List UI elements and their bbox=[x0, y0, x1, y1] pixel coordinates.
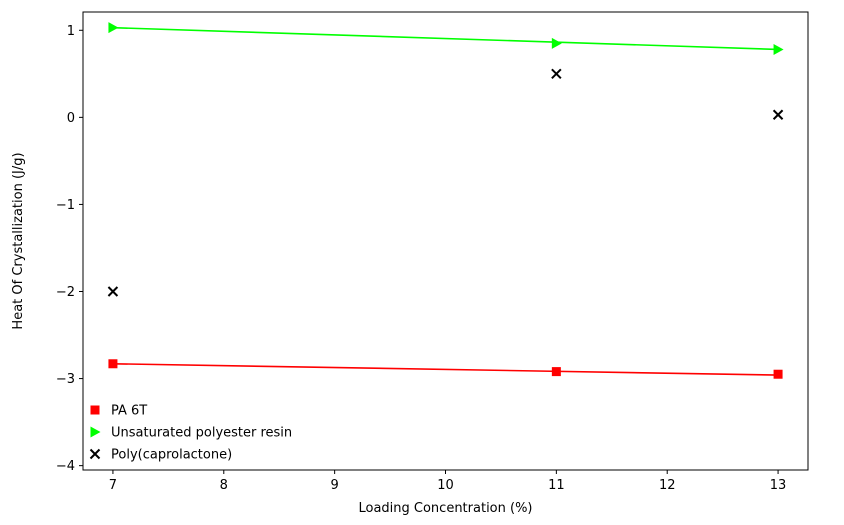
data-point-series-2 bbox=[551, 68, 562, 80]
data-points bbox=[107, 22, 784, 379]
y-tick-label: −1 bbox=[56, 198, 75, 213]
legend-marker bbox=[90, 426, 101, 438]
y-tick-label: −2 bbox=[56, 285, 75, 300]
x-tick-label: 9 bbox=[331, 478, 339, 493]
data-point-series-0 bbox=[551, 367, 561, 377]
x-tick-label: 12 bbox=[659, 478, 676, 493]
y-tick-label: −4 bbox=[56, 459, 75, 474]
legend-label: PA 6T bbox=[111, 404, 147, 419]
legend-label: Unsaturated polyester resin bbox=[111, 426, 292, 441]
y-axis-title: Heat Of Crystallization (J/g) bbox=[11, 152, 26, 329]
data-point-series-0 bbox=[773, 369, 783, 379]
x-tick-label: 7 bbox=[109, 478, 117, 493]
data-point-series-0 bbox=[108, 359, 118, 369]
x-tick-label: 10 bbox=[437, 478, 454, 493]
fit-lines bbox=[112, 26, 779, 376]
x-tick-label: 8 bbox=[220, 478, 228, 493]
x-tick-label: 11 bbox=[548, 478, 565, 493]
data-point-series-1 bbox=[551, 37, 562, 49]
data-point-series-1 bbox=[773, 43, 784, 55]
x-tick-label: 13 bbox=[770, 478, 787, 493]
data-point-series-2 bbox=[107, 286, 119, 297]
y-tick-label: −3 bbox=[56, 372, 75, 387]
x-axis-ticks: 7 8 9 10 11 12 13 bbox=[109, 470, 787, 493]
data-point-series-1 bbox=[108, 22, 119, 34]
x-axis-title: Loading Concentration (%) bbox=[358, 501, 532, 516]
legend-marker bbox=[90, 405, 100, 415]
legend-label: Poly(caprolactone) bbox=[111, 448, 232, 463]
plot-area bbox=[83, 12, 808, 470]
fit-line-series-0 bbox=[112, 362, 779, 376]
legend: PA 6T Unsaturated polyester resin Poly(cap… bbox=[89, 404, 292, 463]
y-tick-label: 1 bbox=[67, 24, 75, 39]
data-point-series-2 bbox=[772, 109, 784, 120]
legend-marker bbox=[89, 448, 101, 460]
y-axis-ticks: 1 0 −1 −2 −3 −4 bbox=[56, 24, 83, 474]
fit-line-series-1 bbox=[112, 26, 779, 51]
y-tick-label: 0 bbox=[67, 111, 75, 126]
